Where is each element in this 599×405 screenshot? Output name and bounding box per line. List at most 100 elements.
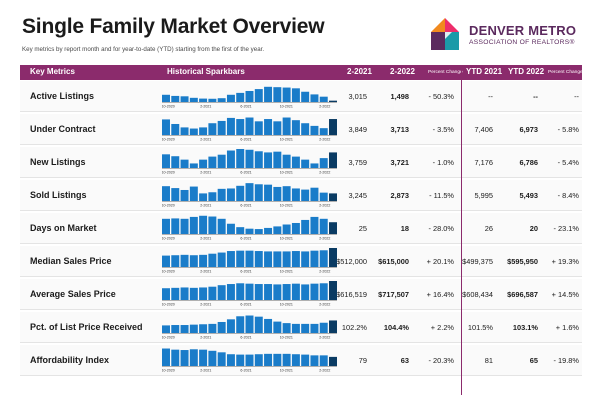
table-row: Days on Market 25 18 - 28.0% 26 20 - 23.1% 10-2… bbox=[20, 213, 582, 244]
sparkbar bbox=[254, 121, 263, 135]
sparkbar bbox=[310, 94, 319, 102]
value-ytd-2022: $696,587 bbox=[507, 290, 538, 299]
value-ytd-2022: $595,950 bbox=[507, 257, 538, 266]
col-header-ytd-2022: YTD 2022 bbox=[508, 67, 545, 76]
sparkbar bbox=[301, 123, 310, 135]
sparkbar-chart: 10-2020 2-2021 6-2021 10-2021 2-2022 bbox=[162, 117, 337, 142]
sparkbar-tick-label: 10-2021 bbox=[280, 303, 293, 307]
sparkbar bbox=[245, 149, 254, 168]
sparkbar bbox=[236, 149, 245, 168]
value-ytd-pct-change: - 23.1% bbox=[553, 224, 579, 233]
sparkbar-tick-label: 10-2021 bbox=[280, 336, 293, 340]
metric-label: Sold Listings bbox=[30, 190, 87, 200]
sparkbar bbox=[162, 218, 170, 234]
sparkbar bbox=[264, 251, 273, 267]
value-2-2022: 3,721 bbox=[390, 158, 410, 167]
value-ytd-2021: 7,176 bbox=[474, 158, 494, 167]
table-row: Pct. of List Price Received 102.2% 104.4% +… bbox=[20, 312, 582, 343]
sparkbar-tick-label: 10-2020 bbox=[162, 171, 175, 175]
sparkbar bbox=[180, 159, 189, 168]
sparkbar bbox=[189, 97, 198, 102]
value-ytd-2021: 101.5% bbox=[467, 323, 493, 332]
sparkbar bbox=[291, 283, 300, 300]
value-ytd-2021: 81 bbox=[484, 356, 493, 365]
sparkbar-tick-label: 10-2021 bbox=[280, 270, 293, 274]
sparkbar bbox=[264, 184, 273, 201]
sparkbar bbox=[180, 218, 189, 234]
sparkbar bbox=[245, 315, 254, 333]
sparkbar bbox=[245, 283, 254, 300]
sparkbar-tick-label: 10-2021 bbox=[280, 171, 293, 175]
sparkbar-chart: 10-2020 2-2021 6-2021 10-2021 2-2022 bbox=[162, 215, 337, 241]
sparkbar bbox=[291, 251, 300, 267]
sparkbar bbox=[171, 95, 180, 102]
value-2-2021: 102.2% bbox=[341, 323, 367, 332]
sparkbar bbox=[245, 354, 254, 366]
sparkbar-tick-label: 6-2021 bbox=[240, 171, 251, 175]
col-header-ytd-2021: YTD 2021 bbox=[466, 67, 503, 76]
sparkbar bbox=[301, 91, 310, 102]
sparkbar bbox=[217, 285, 226, 300]
value-ytd-2021: $499,375 bbox=[462, 257, 493, 266]
sparkbar bbox=[254, 284, 263, 300]
value-ytd-pct-change: - 5.8% bbox=[557, 125, 579, 134]
sparkbar-tick-label: 10-2020 bbox=[162, 204, 175, 208]
sparkbar bbox=[254, 316, 263, 333]
sparkbar bbox=[254, 251, 263, 267]
sparkbar-tick-label: 2-2022 bbox=[319, 171, 330, 175]
sparkbar bbox=[254, 89, 263, 102]
sparkbar-tick-label: 2-2021 bbox=[200, 237, 211, 241]
metric-label: Average Sales Price bbox=[30, 289, 116, 299]
value-pct-change: - 20.3% bbox=[428, 356, 454, 365]
value-pct-change: - 1.0% bbox=[432, 158, 454, 167]
sparkbar bbox=[236, 354, 245, 366]
sparkbar bbox=[310, 250, 319, 267]
value-2-2022: 1,498 bbox=[390, 92, 410, 101]
ytd-divider bbox=[461, 65, 463, 395]
sparkbar bbox=[301, 251, 310, 267]
sparkbar-tick-label: 2-2021 bbox=[200, 105, 211, 109]
sparkbar-tick-label: 2-2021 bbox=[200, 204, 211, 208]
sparkbar-tick-label: 10-2021 bbox=[280, 237, 293, 241]
page-subtitle: Key metrics by report month and for year… bbox=[22, 46, 265, 53]
sparkbar bbox=[310, 216, 319, 234]
value-ytd-2021: 5,995 bbox=[474, 191, 494, 200]
sparkbar bbox=[208, 156, 217, 168]
sparkbar bbox=[208, 123, 217, 135]
sparkbar bbox=[180, 325, 189, 333]
sparkbar bbox=[282, 87, 291, 102]
sparkbar bbox=[171, 255, 180, 267]
sparkbar bbox=[162, 154, 170, 168]
sparkbar bbox=[208, 216, 217, 234]
sparkbar bbox=[319, 158, 328, 168]
sparkbar bbox=[199, 98, 208, 102]
sparkbar bbox=[217, 98, 226, 102]
sparkbar bbox=[189, 324, 198, 333]
sparkbar bbox=[162, 325, 170, 333]
table-row: New Listings 3,759 3,721 - 1.0% 7,176 6,786 - … bbox=[20, 147, 582, 178]
sparkbar bbox=[226, 319, 235, 333]
sparkbar bbox=[329, 281, 337, 300]
sparkbar-tick-label: 10-2020 bbox=[162, 369, 175, 373]
sparkbar-tick-label: 2-2022 bbox=[319, 237, 330, 241]
sparkbar bbox=[217, 154, 226, 168]
sparkbar bbox=[310, 355, 319, 366]
sparkbar-tick-label: 6-2021 bbox=[240, 270, 251, 274]
metric-label: Under Contract bbox=[30, 124, 96, 134]
sparkbar bbox=[180, 287, 189, 300]
sparkbar bbox=[264, 86, 273, 102]
sparkbar bbox=[245, 117, 254, 135]
sparkbar-tick-label: 6-2021 bbox=[240, 369, 251, 373]
sparkbar bbox=[162, 94, 170, 102]
sparkbar bbox=[189, 287, 198, 300]
sparkbar bbox=[319, 96, 328, 102]
value-ytd-pct-change: + 14.5% bbox=[551, 290, 579, 299]
sparkbar bbox=[189, 163, 198, 168]
sparkbar-chart: 10-2020 2-2021 6-2021 10-2021 2-2022 bbox=[162, 315, 337, 340]
sparkbar bbox=[236, 250, 245, 267]
sparkbar bbox=[226, 354, 235, 366]
sparkbar bbox=[301, 159, 310, 168]
page-title: Single Family Market Overview bbox=[22, 15, 325, 38]
sparkbar bbox=[291, 120, 300, 135]
sparkbar bbox=[171, 287, 180, 300]
